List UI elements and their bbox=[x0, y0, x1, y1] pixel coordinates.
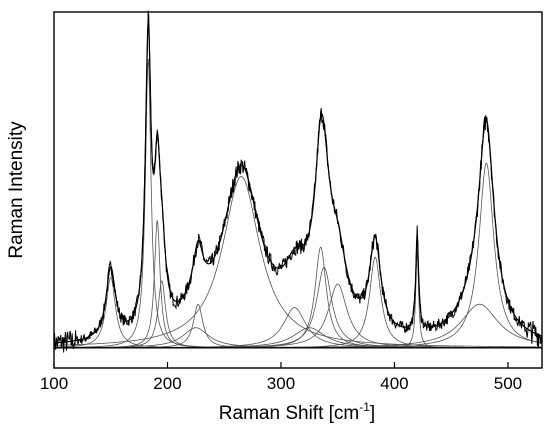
x-tick-label: 400 bbox=[380, 374, 408, 393]
fitted-component-curve bbox=[54, 283, 542, 349]
fitted-component-curve bbox=[54, 58, 542, 349]
y-axis-label: Raman Intensity bbox=[6, 121, 27, 259]
fitted-envelope-line bbox=[53, 21, 543, 344]
fitted-component-curve bbox=[54, 220, 542, 349]
x-axis-label-main: Raman Shift [cm bbox=[219, 403, 359, 424]
x-axis-label: Raman Shift [cm-1] bbox=[219, 400, 375, 424]
plot-frame bbox=[53, 11, 543, 369]
x-axis-ticks: 100 200 300 400 500 bbox=[40, 362, 522, 393]
fitted-component-curve bbox=[54, 327, 542, 349]
x-tick-label: 200 bbox=[153, 374, 181, 393]
x-axis-label-suffix: ] bbox=[370, 403, 375, 424]
x-tick-label: 500 bbox=[494, 374, 522, 393]
fitted-component-curve bbox=[53, 176, 542, 348]
fitted-component-curve bbox=[54, 327, 542, 349]
fitted-component-curve bbox=[54, 162, 543, 349]
x-axis-label-superscript: -1 bbox=[359, 400, 370, 414]
x-tick-label: 300 bbox=[267, 374, 295, 393]
measured-spectrum-line bbox=[53, 10, 543, 355]
fitted-component-curve bbox=[54, 279, 542, 349]
x-tick-label: 100 bbox=[40, 374, 68, 393]
fitted-component-curves bbox=[53, 58, 543, 349]
